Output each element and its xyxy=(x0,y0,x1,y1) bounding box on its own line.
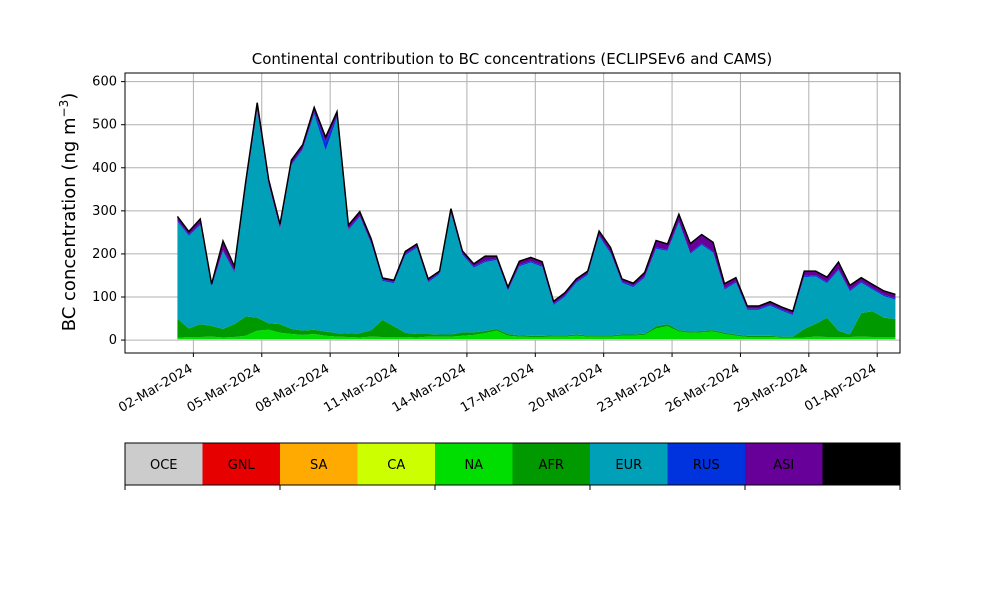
legend-swatch-eur xyxy=(590,443,668,485)
legend-label-afr: AFR xyxy=(539,458,564,473)
chart-title: Continental contribution to BC concentra… xyxy=(252,50,773,68)
legend-frame xyxy=(124,442,901,486)
area-oce xyxy=(177,339,896,341)
x-tick-label: 02-Mar-2024 xyxy=(116,361,195,415)
y-axis-label-superscript: −3 xyxy=(57,100,71,118)
legend-swatch-ca xyxy=(357,443,435,485)
y-tick-label: 500 xyxy=(92,118,117,133)
legend-swatch-gnl xyxy=(202,443,280,485)
legend-swatch-aus xyxy=(822,443,900,485)
x-tick-label: 14-Mar-2024 xyxy=(390,361,469,415)
y-tick-label: 400 xyxy=(92,161,117,176)
legend-swatch-afr xyxy=(512,443,590,485)
y-tick-label: 300 xyxy=(92,204,117,219)
x-tick-label: 05-Mar-2024 xyxy=(185,361,264,415)
x-tick-label: 11-Mar-2024 xyxy=(321,361,400,415)
color-legend: OCE GNL SA CA NA AFR EUR RUS ASI AUS xyxy=(124,442,901,490)
x-tick-label: 17-Mar-2024 xyxy=(458,361,537,415)
y-tick-label: 600 xyxy=(92,75,117,90)
y-axis-label-close: ) xyxy=(59,93,80,100)
legend-label-ca: CA xyxy=(387,458,405,473)
area-eur xyxy=(177,110,896,337)
legend-swatch-sa xyxy=(280,443,358,485)
y-tick-label: 200 xyxy=(92,247,117,262)
legend-label-aus: AUS xyxy=(848,458,875,473)
legend-label-eur: EUR xyxy=(615,458,642,473)
legend-swatch-asi xyxy=(745,443,823,485)
legend-label-na: NA xyxy=(464,458,483,473)
legend-label-gnl: GNL xyxy=(228,458,256,473)
area-na xyxy=(177,326,896,340)
y-axis-label: BC concentration (ng m−3) xyxy=(57,93,80,332)
x-tick-label: 08-Mar-2024 xyxy=(253,361,332,415)
area-afr xyxy=(177,311,896,338)
y-tick-label: 100 xyxy=(92,290,117,305)
y-tick-label: 0 xyxy=(109,333,117,348)
x-tick-label: 23-Mar-2024 xyxy=(595,361,674,415)
x-tick-label: 26-Mar-2024 xyxy=(663,361,742,415)
legend-label-oce: OCE xyxy=(150,458,178,473)
legend-swatch-oce xyxy=(125,443,203,485)
y-axis-label-main: BC concentration (ng m xyxy=(59,117,80,331)
legend-label-rus: RUS xyxy=(693,458,720,473)
plot-frame xyxy=(124,72,901,354)
legend-label-sa: SA xyxy=(310,458,327,473)
legend-swatch-na xyxy=(435,443,513,485)
x-tick-label: 01-Apr-2024 xyxy=(802,361,879,414)
total-outline xyxy=(176,102,896,313)
legend-swatch-rus xyxy=(667,443,745,485)
x-tick-label: 29-Mar-2024 xyxy=(732,361,811,415)
legend-label-asi: ASI xyxy=(773,458,794,473)
x-tick-label: 20-Mar-2024 xyxy=(527,361,606,415)
